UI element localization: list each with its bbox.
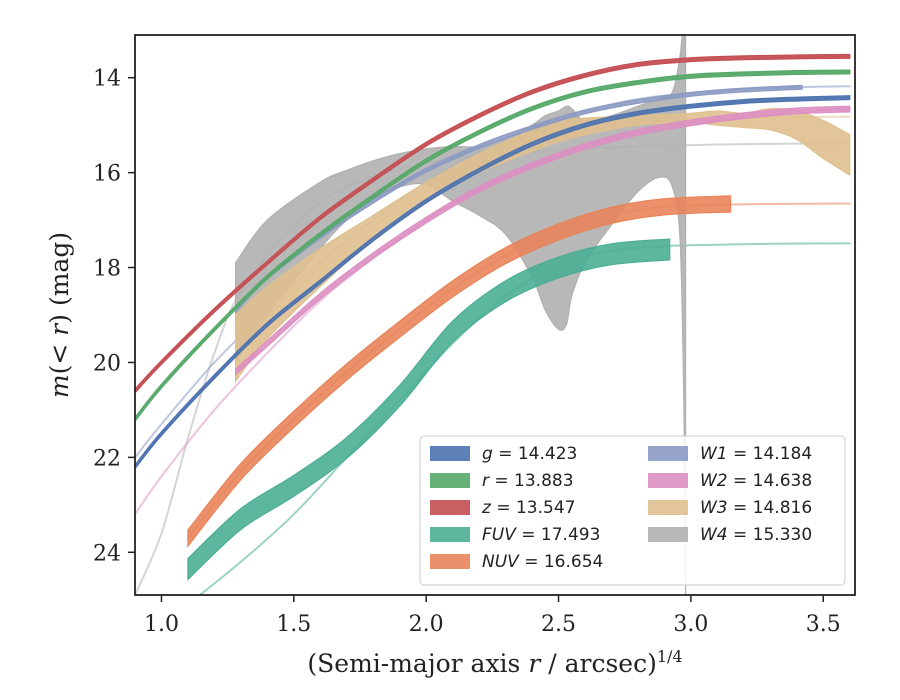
- legend-swatch-w4: [648, 527, 688, 542]
- x-tick-label: 2.5: [541, 612, 576, 637]
- y-axis-title-r: r: [45, 322, 74, 336]
- y-axis-title: m(< r) (mag): [45, 232, 74, 398]
- legend-swatch-z: [430, 500, 470, 515]
- x-axis-title-exponent: 1/4: [657, 647, 683, 666]
- y-axis-title-paren: (<: [45, 336, 74, 375]
- legend: g = 14.423 r = 13.883 z = 13.547 FUV = 17.4…: [419, 435, 846, 586]
- plot-area: [135, 35, 851, 595]
- legend-swatch-w3: [648, 500, 688, 515]
- legend-swatch-fuv: [430, 527, 470, 542]
- data-band-z: [135, 53, 851, 394]
- data-band-g: [135, 95, 851, 470]
- y-tick-label: 24: [93, 541, 121, 566]
- x-tick-label: 3.0: [673, 612, 708, 637]
- x-axis-title-main: (Semi-major axis: [307, 649, 528, 678]
- x-tick-label: 1.5: [276, 612, 311, 637]
- data-band-r: [135, 69, 851, 423]
- data-band-w1: [234, 84, 803, 314]
- y-tick-label: 16: [93, 162, 121, 187]
- data-band-w2: [234, 105, 851, 377]
- x-axis-title: (Semi-major axis r / arcsec)1/4: [307, 647, 682, 678]
- legend-label-z: z = 13.547: [481, 498, 575, 518]
- x-axis-title-var: r: [528, 649, 542, 678]
- legend-swatch-r: [430, 473, 470, 488]
- legend-label-r: r = 13.883: [482, 471, 574, 491]
- x-tick-label: 3.5: [806, 612, 841, 637]
- data-band-nuv: [187, 195, 732, 548]
- ticks: 1.0 1.5 2.0 2.5 3.0 3.5 14 16 18 20 22 24: [93, 67, 841, 637]
- legend-swatch-w1: [648, 446, 688, 461]
- legend-swatch-nuv: [430, 554, 470, 569]
- legend-label-fuv: FUV = 17.493: [482, 525, 600, 545]
- legend-box: [419, 435, 846, 586]
- y-tick-label: 22: [93, 446, 121, 471]
- legend-label-nuv: NUV = 16.654: [482, 552, 603, 572]
- x-axis-title-unit: / arcsec): [540, 649, 657, 678]
- data-band-fuv: [187, 238, 671, 581]
- y-tick-label: 20: [93, 351, 121, 376]
- legend-label-w3: W3 = 14.816: [700, 498, 812, 518]
- y-tick-label: 14: [93, 67, 121, 92]
- legend-label-w1: W1 = 14.184: [700, 444, 812, 464]
- legend-swatch-g: [430, 446, 470, 461]
- y-tick-label: 18: [93, 257, 121, 282]
- legend-swatch-w2: [648, 473, 688, 488]
- y-axis-title-unit: ) (mag): [45, 232, 74, 324]
- x-tick-label: 2.0: [409, 612, 444, 637]
- legend-label-w2: W2 = 14.638: [700, 471, 812, 491]
- y-axis-title-var: m: [45, 374, 74, 398]
- x-tick-label: 1.0: [144, 612, 179, 637]
- legend-label-w4: W4 = 15.330: [700, 525, 812, 545]
- legend-label-g: g = 14.423: [482, 444, 577, 464]
- axes-frame: [134, 34, 856, 596]
